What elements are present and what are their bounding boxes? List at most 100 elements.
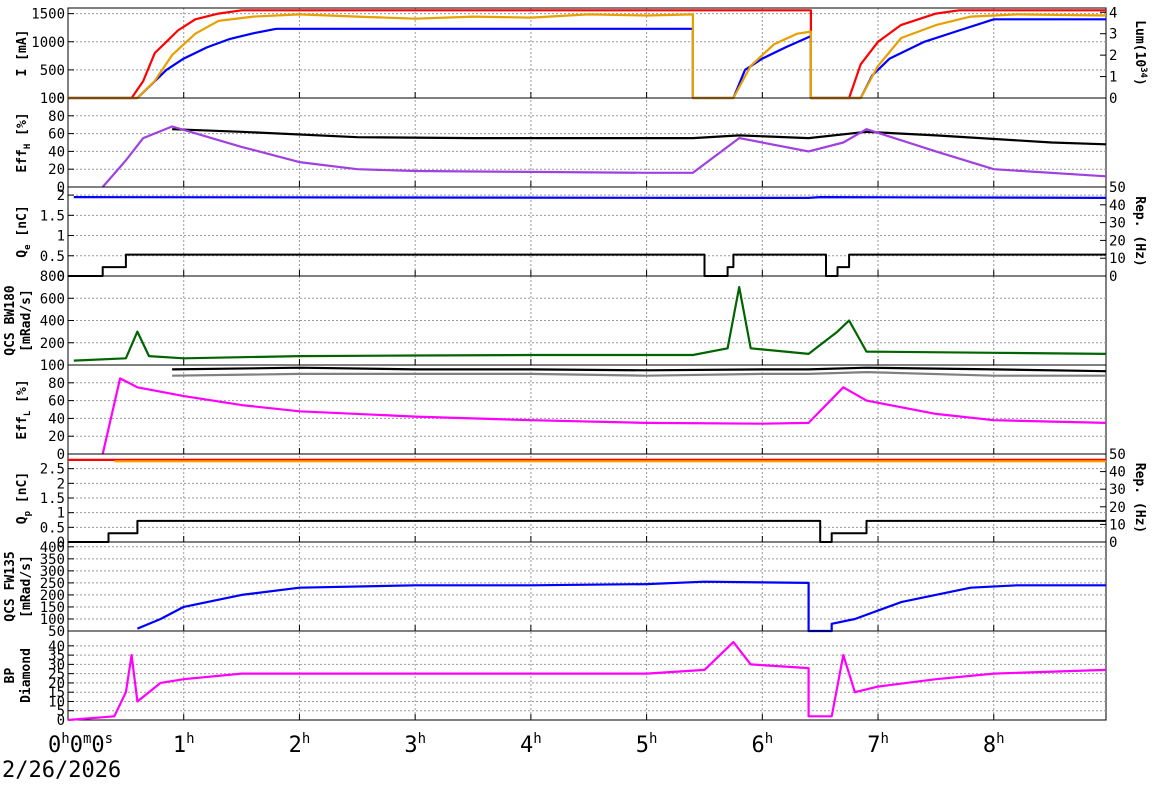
x-tick-label: 2h [289, 731, 311, 758]
panel-frame-eff_l [67, 364, 1107, 455]
series-line-eff_h-eff_h_black [172, 128, 1107, 146]
y-right-tick-label-qp: 10 [1109, 517, 1126, 533]
y-tick-label-qe: 1 [57, 229, 65, 245]
y-tick-label-bp_diamond: 30 [48, 657, 65, 673]
x-tick-value: 5 [636, 733, 649, 758]
y-axis-label2-qcs_bw: [mRad/s] [19, 289, 34, 352]
y-tick-label-eff_h: 40 [48, 144, 65, 160]
y-axis-label-qe-part: Q [15, 250, 30, 258]
y-axis-label-eff_h: EffH [%] [15, 112, 33, 172]
y-axis-label-eff_l-part: [%] [15, 379, 30, 410]
y-axis-label-qp-part: Q [15, 516, 30, 524]
y-tick-label-qcs_bw: 600 [40, 291, 65, 307]
y-tick-label-qcs_fw: 400 [40, 540, 65, 556]
series-line-bp_diamond-bp_diamond [67, 640, 1107, 722]
y-tick-label-bp_diamond: 20 [48, 676, 65, 692]
x-origin-part: 0 [91, 733, 104, 758]
y-axis-label-qp: Qp [nC] [15, 472, 33, 524]
y-right-tick-label-qe: 20 [1109, 233, 1126, 249]
y-tick-label-qcs_fw: 50 [48, 624, 65, 640]
y-axis-label2-qcs_fw: [mRad/s] [19, 555, 34, 618]
y-tick-label-qe: 1.5 [40, 208, 65, 224]
panel-frame-qp [67, 453, 1107, 543]
series-line-qe-rep [68, 253, 1106, 277]
y-tick-label-eff_l: 100 [40, 358, 65, 374]
y-tick-label-qcs_bw: 800 [40, 269, 65, 285]
y-tick-label-qcs_fw: 300 [40, 564, 65, 580]
y-tick-label-eff_l: 20 [48, 429, 65, 445]
y-tick-label-eff_h: 100 [40, 91, 65, 107]
panel-frame-qe [67, 186, 1107, 277]
y-tick-label-qp: 2 [57, 476, 65, 492]
x-tick-unit: h [996, 731, 1004, 747]
x-tick-label: 4h [520, 731, 542, 758]
y-right-tick-label-qp: 50 [1109, 447, 1126, 463]
y-tick-label-qcs_fw: 100 [40, 612, 65, 628]
y-tick-label-bp_diamond: 40 [48, 639, 65, 655]
y-axis-label-current: I [mA] [15, 30, 30, 77]
y-right-axis-label-current-text: Lum(1034) [1132, 20, 1148, 86]
y-right-tick-label-qe: 40 [1109, 198, 1126, 214]
y-tick-label-bp_diamond: 35 [48, 648, 65, 664]
y-right-axis-label-qe: Rep. (Hz) [1132, 196, 1147, 266]
x-origin-part: 0 [70, 733, 83, 758]
y-right-tick-label-current: 2 [1109, 48, 1117, 64]
y-right-axis-label-current-part: Lum(10 [1132, 20, 1147, 67]
y-axis-label-eff_h-text: EffH [%] [15, 112, 33, 172]
y-right-axis-label-current: Lum(1034) [1132, 20, 1148, 86]
y-axis-label-qe-part: [nC] [15, 205, 30, 244]
y-tick-label-current: 1500 [31, 7, 65, 23]
y-right-tick-label-qp: 40 [1109, 465, 1126, 481]
y-tick-label-current: 1000 [31, 35, 65, 51]
y-tick-label-bp_diamond: 5 [57, 704, 65, 720]
y-tick-label-eff_l: 60 [48, 394, 65, 410]
y-axis-label-eff_l-text: EffL [%] [15, 379, 33, 439]
y-right-tick-label-qp: 20 [1109, 500, 1126, 516]
series-line-current-ler_current [68, 9, 1106, 100]
y-tick-label-qp: 1 [57, 506, 65, 522]
series-line-qcs_bw-qcs_bw [73, 286, 1107, 362]
y-axis-label2-bp_diamond: Diamond [19, 648, 34, 703]
y-tick-label-qp: 0 [57, 535, 65, 551]
y-tick-label-bp_diamond: 15 [48, 685, 65, 701]
x-tick-value: 7 [867, 733, 880, 758]
panel-frame-bp_diamond [67, 630, 1107, 721]
y-tick-label-qe: 0.5 [40, 249, 65, 265]
y-tick-label-qcs_fw: 150 [40, 600, 65, 616]
y-right-tick-label-qp: 30 [1109, 482, 1126, 498]
y-tick-label-eff_h: 60 [48, 127, 65, 143]
y-tick-label-eff_h: 0 [57, 180, 65, 196]
x-tick-unit: h [186, 731, 194, 747]
series-line-eff_l-eff_l_black [172, 366, 1107, 373]
y-tick-label-qcs_fw: 250 [40, 576, 65, 592]
y-axis-label-eff_h-part: Eff [15, 149, 30, 172]
series-line-qcs_fw-qcs_fw [136, 580, 1106, 633]
y-right-axis-label-qp: Rep. (Hz) [1132, 463, 1147, 533]
x-tick-label: 5h [636, 731, 658, 758]
y-axis-label-eff_l-part: L [23, 410, 33, 416]
y-tick-label-eff_l: 80 [48, 376, 65, 392]
x-tick-value: 1 [173, 733, 186, 758]
y-axis-label-eff_h-part: H [23, 144, 33, 149]
y-axis-label-eff_l: EffL [%] [15, 379, 33, 439]
y-tick-label-qcs_bw: 400 [40, 314, 65, 330]
x-tick-unit: h [765, 731, 773, 747]
x-origin-part: m [83, 731, 91, 747]
y-tick-label-qp: 1.5 [40, 491, 65, 507]
y-tick-label-current: 0 [57, 91, 65, 107]
x-tick-value: 3 [404, 733, 417, 758]
series-line-qp-rep [68, 519, 1106, 543]
x-tick-value: 8 [983, 733, 996, 758]
x-tick-label: 3h [404, 731, 426, 758]
y-right-tick-label-current: 0 [1109, 91, 1117, 107]
y-right-tick-label-qe: 50 [1109, 180, 1126, 196]
y-axis-label-qe-part: e [23, 244, 33, 250]
x-tick-value: 4 [520, 733, 533, 758]
y-right-tick-label-current: 1 [1109, 70, 1117, 86]
date-label: 2/26/2026 [2, 758, 121, 782]
y-axis-label-qe: Qe [nC] [15, 205, 33, 257]
y-right-axis-label-current-part: 34 [1138, 67, 1148, 78]
series-line-eff_l-eff_l_magenta [101, 377, 1107, 455]
y-tick-label-qp: 2.5 [40, 462, 65, 478]
y-tick-label-bp_diamond: 10 [48, 694, 65, 710]
